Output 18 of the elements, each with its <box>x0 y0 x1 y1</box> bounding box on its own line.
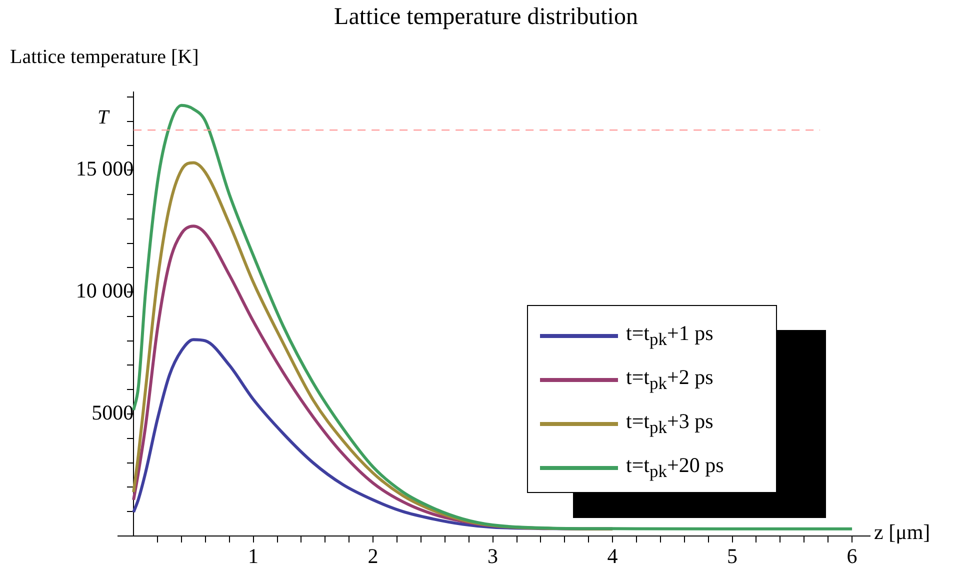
x-axis-title: z [μm] <box>874 520 930 545</box>
line-series <box>132 104 854 530</box>
legend-label: t=t$_{pk}$+2 ps <box>626 365 714 395</box>
x-tick-label: 5 <box>727 544 738 568</box>
x-tick-label: 6 <box>846 544 858 568</box>
x-tick-label: 4 <box>607 544 618 568</box>
y-tick-label: 15 000 <box>76 156 134 181</box>
chart-title: Lattice temperature distribution <box>333 4 639 31</box>
y-tick-label: 10 000 <box>76 278 134 303</box>
x-tick-label: 2 <box>368 544 378 568</box>
legend-label: t=t$_{pk}$+20 ps <box>626 453 724 483</box>
y-axis-title: Lattice temperature [K] <box>10 46 199 69</box>
ref-line-label: T <box>97 106 110 128</box>
x-tick-label: 3 <box>488 544 498 568</box>
y-tick-label: 5000 <box>92 400 134 425</box>
x-tick-label: 1 <box>248 544 259 568</box>
legend-label: t=t$_{pk}$+3 ps <box>626 409 714 439</box>
legend-label: t=t$_{pk}$+1 ps <box>626 321 714 351</box>
